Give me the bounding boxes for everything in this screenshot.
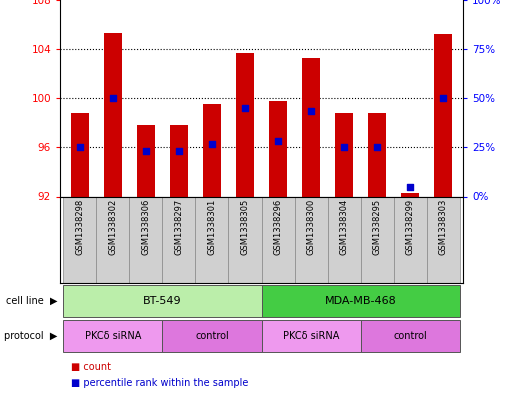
Text: control: control xyxy=(393,331,427,341)
Bar xyxy=(393,196,427,283)
Text: PKCδ siRNA: PKCδ siRNA xyxy=(85,331,141,341)
Bar xyxy=(327,196,360,283)
Text: GSM1338305: GSM1338305 xyxy=(241,199,249,255)
Point xyxy=(175,148,183,154)
Bar xyxy=(104,33,122,196)
Bar xyxy=(262,196,294,283)
Text: GSM1338302: GSM1338302 xyxy=(108,199,118,255)
Text: ■ percentile rank within the sample: ■ percentile rank within the sample xyxy=(71,378,248,388)
Bar xyxy=(170,125,188,196)
Text: control: control xyxy=(195,331,229,341)
Text: GSM1338300: GSM1338300 xyxy=(306,199,315,255)
Bar xyxy=(130,196,163,283)
Text: ■ count: ■ count xyxy=(71,362,110,373)
Bar xyxy=(434,34,452,197)
Text: GSM1338303: GSM1338303 xyxy=(439,199,448,255)
Bar xyxy=(262,285,460,317)
Bar xyxy=(335,113,353,196)
Bar xyxy=(196,196,229,283)
Bar xyxy=(163,196,196,283)
Text: cell line  ▶: cell line ▶ xyxy=(6,296,58,306)
Bar xyxy=(360,196,393,283)
Text: protocol  ▶: protocol ▶ xyxy=(4,331,58,341)
Text: PKCδ siRNA: PKCδ siRNA xyxy=(283,331,339,341)
Bar xyxy=(203,105,221,196)
Point xyxy=(208,141,216,147)
Text: GSM1338299: GSM1338299 xyxy=(405,199,415,255)
Text: MDA-MB-468: MDA-MB-468 xyxy=(325,296,396,306)
Point xyxy=(406,184,414,190)
Bar xyxy=(63,196,96,283)
Bar xyxy=(63,320,163,352)
Bar xyxy=(401,193,419,196)
Bar xyxy=(96,196,130,283)
Point xyxy=(76,144,84,151)
Bar xyxy=(294,196,327,283)
Bar xyxy=(262,320,360,352)
Point xyxy=(340,144,348,151)
Point xyxy=(439,95,447,101)
Bar xyxy=(427,196,460,283)
Bar xyxy=(368,113,386,196)
Point xyxy=(307,107,315,114)
Text: BT-549: BT-549 xyxy=(143,296,182,306)
Point xyxy=(109,95,117,101)
Bar xyxy=(360,320,460,352)
Point xyxy=(373,144,381,151)
Point xyxy=(142,148,150,154)
Bar xyxy=(269,101,287,196)
Bar xyxy=(63,285,262,317)
Text: GSM1338296: GSM1338296 xyxy=(274,199,282,255)
Text: GSM1338301: GSM1338301 xyxy=(208,199,217,255)
Text: GSM1338295: GSM1338295 xyxy=(372,199,382,255)
Text: GSM1338304: GSM1338304 xyxy=(339,199,348,255)
Bar xyxy=(71,113,89,196)
Bar xyxy=(137,125,155,196)
Bar xyxy=(229,196,262,283)
Text: GSM1338297: GSM1338297 xyxy=(175,199,184,255)
Point xyxy=(241,105,249,111)
Point xyxy=(274,138,282,144)
Text: GSM1338298: GSM1338298 xyxy=(75,199,84,255)
Bar xyxy=(236,53,254,196)
Bar xyxy=(302,58,320,196)
Bar xyxy=(163,320,262,352)
Text: GSM1338306: GSM1338306 xyxy=(141,199,151,255)
